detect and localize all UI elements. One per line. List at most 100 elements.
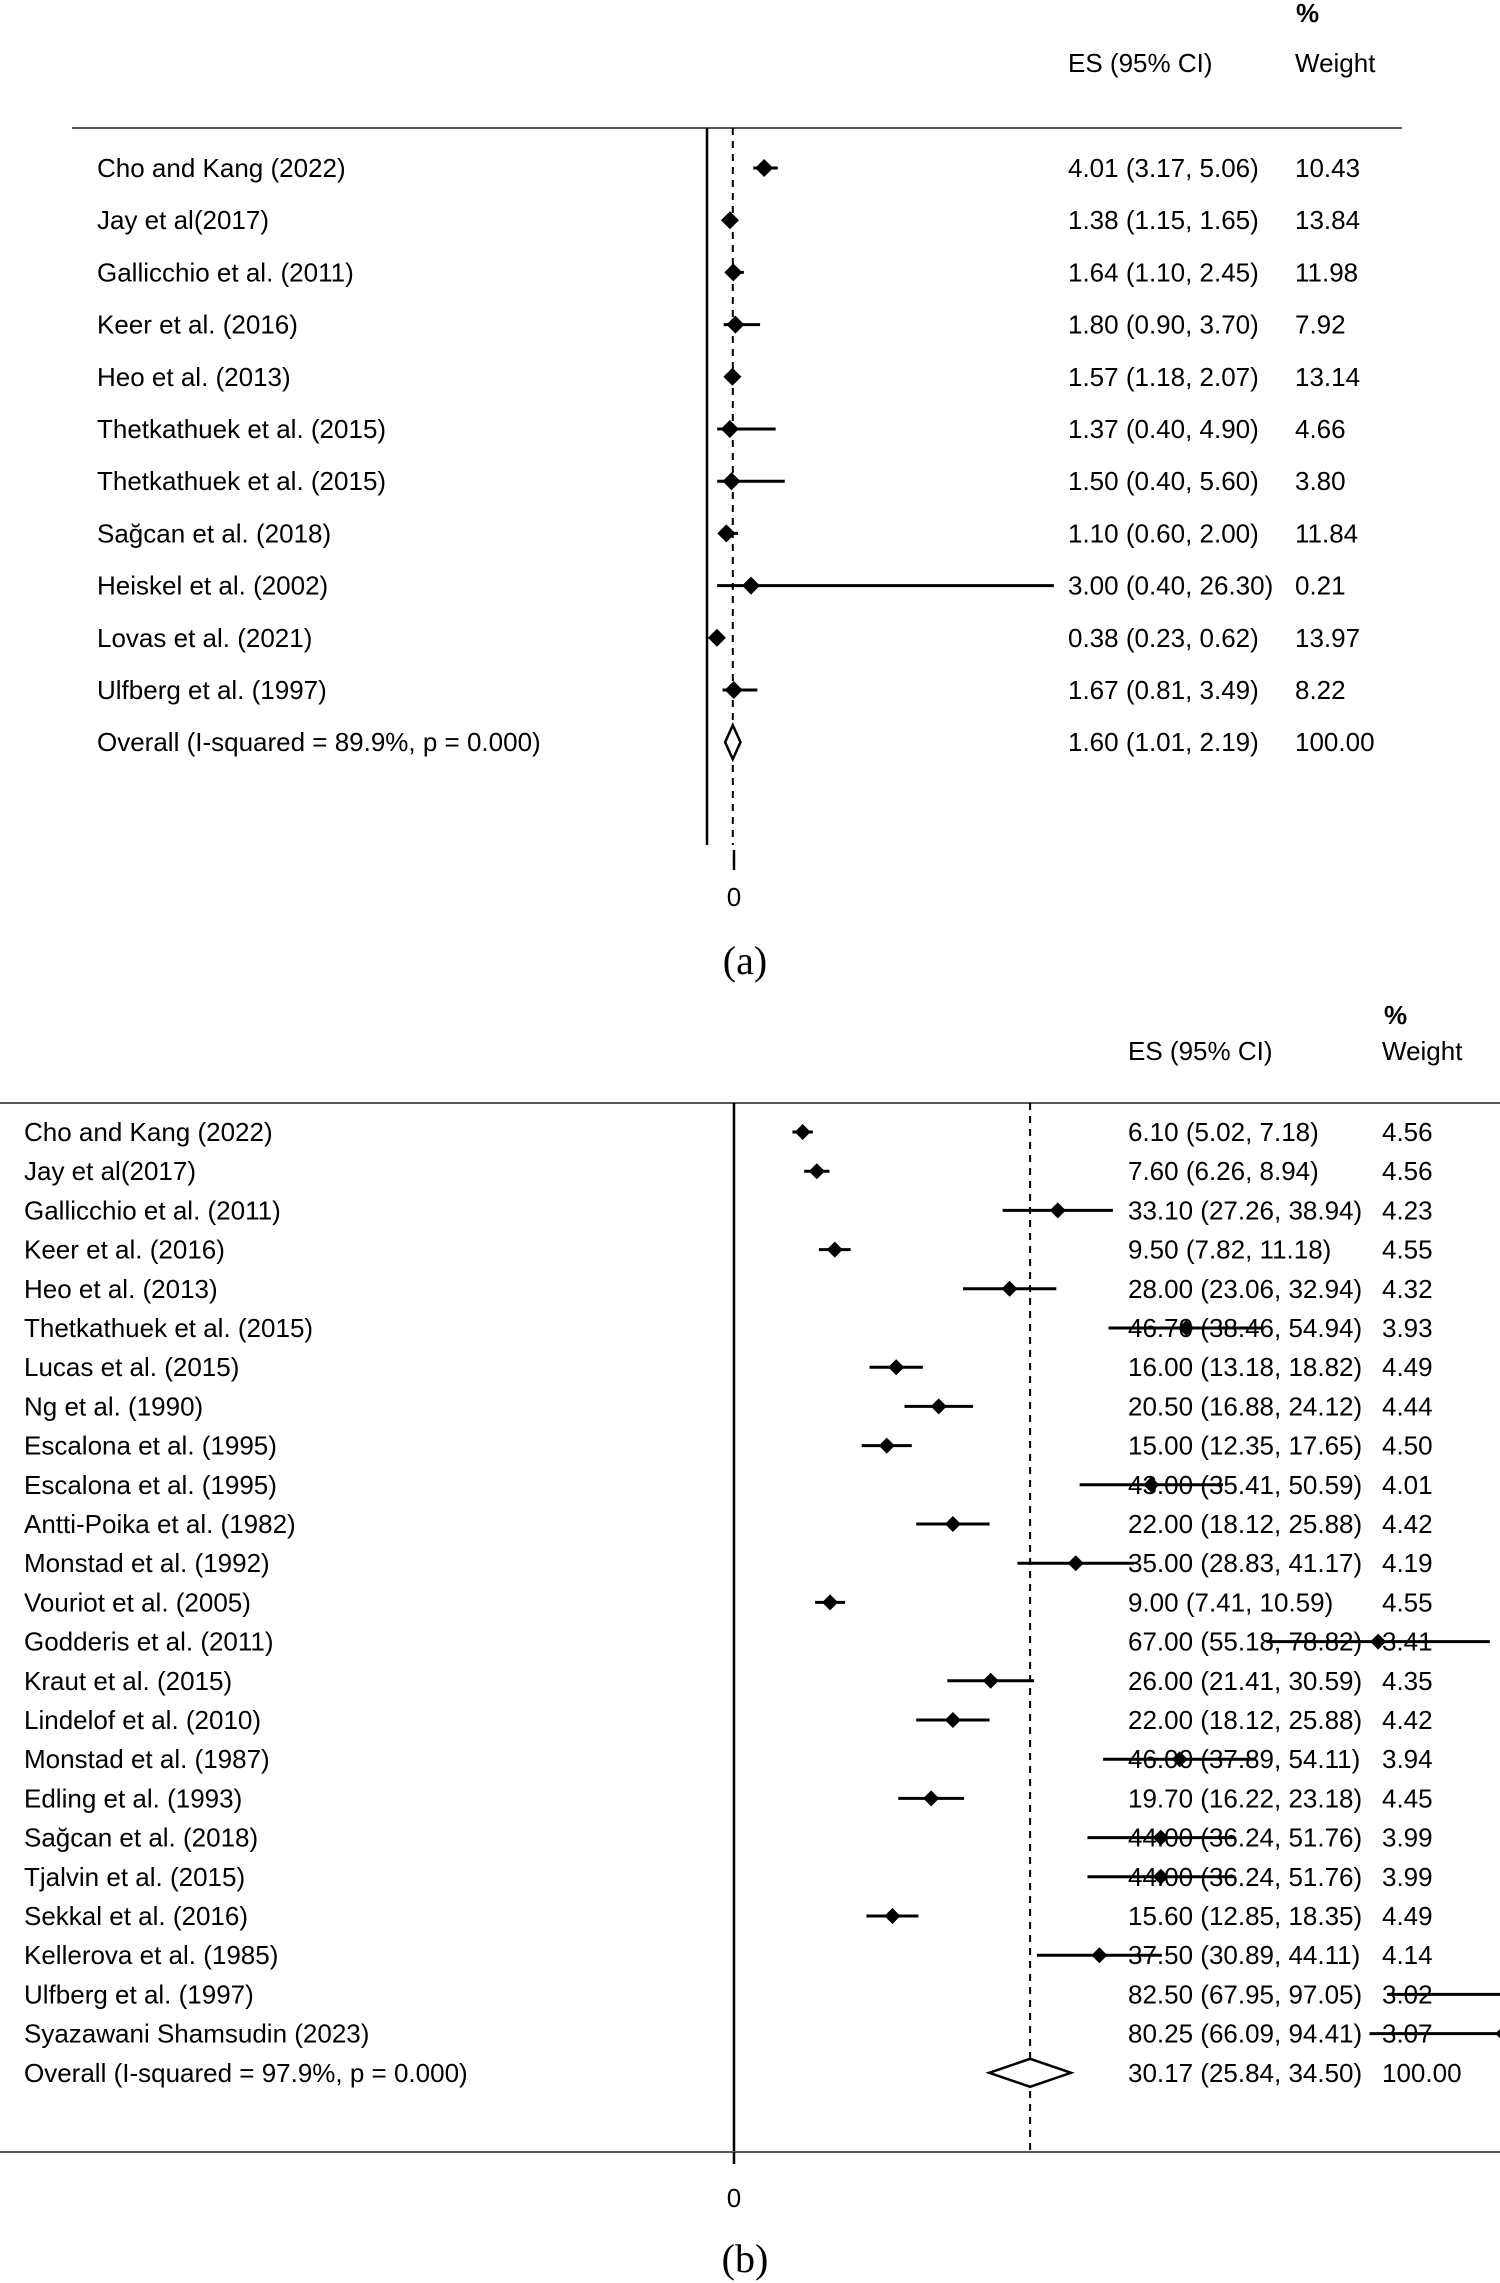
study-es-ci-text: 44.00 (36.24, 51.76): [1128, 1862, 1362, 1892]
study-point-estimate: [726, 315, 745, 334]
study-es-ci-text: 15.60 (12.85, 18.35): [1128, 1901, 1362, 1931]
study-es-ci-text: 1.57 (1.18, 2.07): [1068, 362, 1259, 392]
study-weight: 4.14: [1382, 1940, 1433, 1970]
study-label: Ng et al. (1990): [24, 1391, 203, 1421]
study-es-ci-text: 44.00 (36.24, 51.76): [1128, 1823, 1362, 1853]
study-es-ci-text: 1.80 (0.90, 3.70): [1068, 310, 1259, 340]
study-es-ci-text: 22.00 (18.12, 25.88): [1128, 1705, 1362, 1735]
study-point-estimate: [755, 159, 774, 177]
study-label: Lucas et al. (2015): [24, 1352, 239, 1382]
study-weight: 4.56: [1382, 1117, 1433, 1147]
study-weight: 4.32: [1382, 1274, 1433, 1304]
study-weight: 4.42: [1382, 1705, 1433, 1735]
study-point-estimate: [720, 420, 739, 438]
study-es-ci-text: 20.50 (16.88, 24.12): [1128, 1391, 1362, 1421]
study-label: Kraut et al. (2015): [24, 1666, 232, 1696]
study-point-estimate: [717, 524, 736, 543]
study-label: Heiskel et al. (2002): [97, 571, 328, 601]
study-point-estimate: [794, 1124, 811, 1140]
study-weight: 4.42: [1382, 1509, 1433, 1539]
study-es-ci-text: 26.00 (21.41, 30.59): [1128, 1666, 1362, 1696]
header-es-ci: ES (95% CI): [1128, 1036, 1273, 1066]
overall-es-ci-text: 1.60 (1.01, 2.19): [1068, 727, 1259, 757]
study-label: Edling et al. (1993): [24, 1783, 242, 1813]
forest-plot-panel-a: % ES (95% CI) Weight Cho and Kang (2022) 4.0…: [72, 0, 1402, 983]
overall-diamond: [723, 722, 742, 763]
study-point-estimate: [822, 1594, 839, 1611]
study-weight: 0.21: [1295, 571, 1346, 601]
study-es-ci-text: 82.50 (67.95, 97.05): [1128, 1979, 1362, 2009]
study-label: Vouriot et al. (2005): [24, 1587, 251, 1617]
study-point-estimate: [1049, 1202, 1066, 1219]
study-weight: 13.97: [1295, 623, 1360, 653]
study-weight: 3.07: [1382, 2019, 1433, 2049]
study-label: Escalona et al. (1995): [24, 1431, 277, 1461]
study-es-ci-text: 9.50 (7.82, 11.18): [1128, 1235, 1331, 1265]
study-es-ci-text: 43.00 (35.41, 50.59): [1128, 1470, 1362, 1500]
study-label: Heo et al. (2013): [97, 362, 291, 392]
study-es-ci-text: 22.00 (18.12, 25.88): [1128, 1509, 1362, 1539]
study-weight: 13.84: [1295, 205, 1360, 235]
study-weight: 3.02: [1382, 1979, 1433, 2009]
study-point-estimate: [722, 472, 741, 491]
study-label: Keer et al. (2016): [24, 1235, 225, 1265]
study-point-estimate: [923, 1790, 940, 1807]
header-weight: Weight: [1295, 48, 1376, 78]
study-point-estimate: [944, 1712, 961, 1728]
study-es-ci-text: 33.10 (27.26, 38.94): [1128, 1195, 1362, 1225]
study-weight: 4.19: [1382, 1548, 1433, 1578]
study-es-ci-text: 1.10 (0.60, 2.00): [1068, 518, 1259, 548]
study-es-ci-text: 6.10 (5.02, 7.18): [1128, 1117, 1319, 1147]
header-es-ci: ES (95% CI): [1068, 48, 1213, 78]
study-weight: 7.92: [1295, 310, 1346, 340]
study-point-estimate: [723, 367, 742, 386]
study-point-estimate: [724, 263, 743, 282]
study-label: Syazawani Shamsudin (2023): [24, 2019, 369, 2049]
study-label: Keer et al. (2016): [97, 310, 298, 340]
study-point-estimate: [944, 1516, 961, 1532]
study-label: Antti-Poika et al. (1982): [24, 1509, 296, 1539]
study-es-ci-text: 46.00 (37.89, 54.11): [1128, 1744, 1360, 1774]
study-weight: 10.43: [1295, 153, 1360, 183]
study-label: Kellerova et al. (1985): [24, 1940, 278, 1970]
study-point-estimate: [884, 1908, 901, 1924]
study-label: Godderis et al. (2011): [24, 1627, 274, 1657]
study-weight: 4.55: [1382, 1235, 1433, 1265]
study-point-estimate: [1152, 1829, 1169, 1846]
study-label: Jay et al(2017): [97, 205, 269, 235]
study-es-ci-text: 19.70 (16.22, 23.18): [1128, 1783, 1362, 1813]
study-label: Lovas et al. (2021): [97, 623, 312, 653]
study-point-estimate: [724, 681, 743, 699]
study-label: Ulfberg et al. (1997): [97, 675, 327, 705]
panel-caption: (b): [722, 2236, 769, 2281]
axis-tick-label: 0: [727, 2183, 741, 2213]
study-label: Gallicchio et al. (2011): [24, 1195, 281, 1225]
study-es-ci-text: 1.64 (1.10, 2.45): [1068, 257, 1259, 287]
study-weight: 8.22: [1295, 675, 1346, 705]
study-weight: 4.66: [1295, 414, 1346, 444]
overall-weight: 100.00: [1382, 2058, 1462, 2088]
study-point-estimate: [720, 211, 739, 230]
study-weight: 3.80: [1295, 466, 1346, 496]
study-label: Monstad et al. (1987): [24, 1744, 270, 1774]
overall-diamond: [985, 2057, 1075, 2089]
study-point-estimate: [930, 1398, 947, 1415]
study-label: Heo et al. (2013): [24, 1274, 218, 1304]
study-point-estimate: [1067, 1555, 1084, 1572]
study-weight: 4.50: [1382, 1431, 1433, 1461]
study-point-estimate: [1152, 1868, 1169, 1885]
study-weight: 4.55: [1382, 1587, 1433, 1617]
study-es-ci-text: 1.67 (0.81, 3.49): [1068, 675, 1259, 705]
study-weight: 4.35: [1382, 1666, 1433, 1696]
header-percent: %: [1296, 0, 1319, 28]
study-es-ci-text: 15.00 (12.35, 17.65): [1128, 1431, 1362, 1461]
study-weight: 13.14: [1295, 362, 1360, 392]
header-weight: Weight: [1382, 1036, 1463, 1066]
study-point-estimate: [878, 1437, 895, 1454]
study-es-ci-text: 16.00 (13.18, 18.82): [1128, 1352, 1362, 1382]
study-weight: 4.01: [1382, 1470, 1433, 1500]
study-weight: 4.56: [1382, 1156, 1433, 1186]
study-label: Sağcan et al. (2018): [24, 1823, 258, 1853]
study-es-ci-text: 80.25 (66.09, 94.41): [1128, 2019, 1362, 2049]
